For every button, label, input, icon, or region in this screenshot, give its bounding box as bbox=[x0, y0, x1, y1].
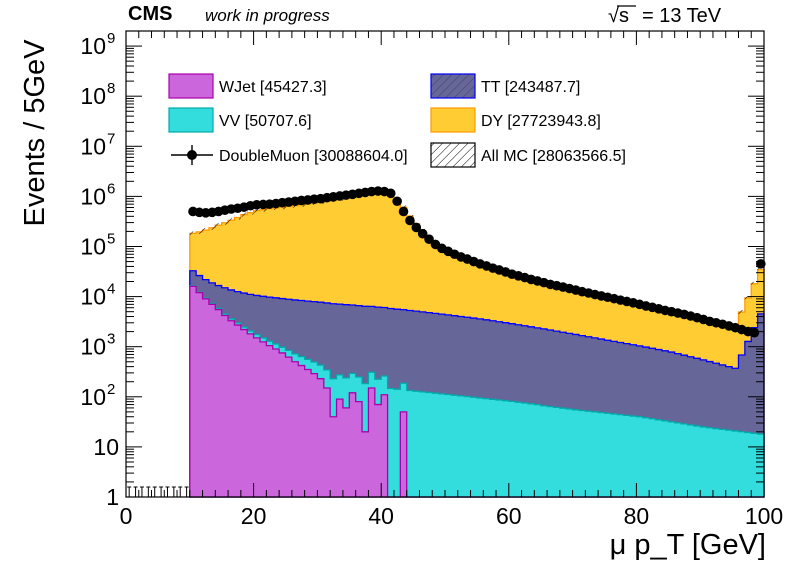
x-tick-label: 100 bbox=[745, 503, 783, 529]
y-tick-label-exponent: 2 bbox=[107, 381, 115, 398]
x-tick-label: 20 bbox=[241, 503, 267, 529]
y-tick-label: 10 bbox=[80, 133, 106, 159]
y-tick-label: 10 bbox=[80, 284, 106, 310]
data-point bbox=[392, 196, 402, 207]
legend: WJet [45427.3] TT [243487.7] VV [50707.6] D… bbox=[168, 73, 626, 168]
legend-label-wjet: WJet [45427.3] bbox=[219, 79, 327, 96]
y-tick-label-exponent: 7 bbox=[107, 130, 115, 147]
status-label: work in progress bbox=[205, 6, 330, 25]
data-point bbox=[749, 327, 760, 338]
legend-item-allmc: All MC [28063566.5] bbox=[430, 142, 626, 168]
legend-item-data: DoubleMuon [30088604.0] bbox=[171, 145, 408, 165]
stack-layer bbox=[127, 189, 765, 498]
x-tick-label: 40 bbox=[368, 503, 394, 529]
y-tick-label: 10 bbox=[80, 33, 106, 59]
y-tick-label: 1 bbox=[106, 484, 119, 510]
legend-swatch-wjet bbox=[168, 73, 214, 99]
legend-swatch-allmc bbox=[430, 142, 476, 168]
legend-label-tt: TT [243487.7] bbox=[481, 79, 580, 96]
y-tick-label-exponent: 6 bbox=[107, 180, 115, 197]
legend-label-dy: DY [27723943.8] bbox=[481, 113, 601, 130]
legend-item-vv: VV [50707.6] bbox=[168, 107, 312, 133]
legend-swatch-dy bbox=[430, 107, 476, 133]
legend-item-tt: TT [243487.7] bbox=[430, 73, 580, 99]
y-tick-label-exponent: 4 bbox=[107, 281, 115, 298]
y-axis-title: Events / 5GeV bbox=[19, 39, 51, 227]
y-tick-label: 10 bbox=[80, 233, 106, 259]
y-tick-label: 10 bbox=[80, 334, 106, 360]
x-tick-label: 0 bbox=[120, 503, 133, 529]
y-tick-label: 10 bbox=[80, 83, 106, 109]
y-tick-label-exponent: 9 bbox=[107, 30, 115, 47]
experiment-label: CMS bbox=[128, 3, 172, 25]
legend-item-wjet: WJet [45427.3] bbox=[168, 73, 327, 99]
energy-sqrt-label: √s bbox=[608, 5, 629, 27]
y-tick-label-exponent: 8 bbox=[107, 80, 115, 97]
y-tick-label: 10 bbox=[80, 384, 106, 410]
data-point bbox=[398, 206, 409, 217]
data-point bbox=[424, 234, 434, 244]
legend-swatch-vv bbox=[168, 107, 214, 133]
y-tick-label-exponent: 3 bbox=[107, 331, 115, 348]
legend-swatch-tt-hatch bbox=[431, 74, 475, 98]
legend-label-data: DoubleMuon [30088604.0] bbox=[219, 148, 408, 165]
data-point bbox=[405, 215, 415, 226]
data-point bbox=[417, 228, 428, 239]
y-tick-label: 10 bbox=[80, 183, 106, 209]
y-tick-label-exponent: 5 bbox=[107, 230, 115, 247]
legend-label-allmc: All MC [28063566.5] bbox=[481, 148, 626, 165]
legend-data-marker bbox=[187, 150, 197, 160]
energy-value-label: = 13 TeV bbox=[642, 5, 722, 27]
x-tick-label: 80 bbox=[624, 503, 650, 529]
x-axis-title: μ p_T [GeV] bbox=[610, 529, 766, 561]
data-point bbox=[385, 188, 396, 199]
legend-item-dy: DY [27723943.8] bbox=[430, 107, 601, 133]
x-tick-label: 60 bbox=[496, 503, 522, 529]
legend-label-vv: VV [50707.6] bbox=[219, 113, 312, 130]
y-tick-label: 10 bbox=[93, 434, 119, 460]
data-point bbox=[411, 222, 422, 233]
